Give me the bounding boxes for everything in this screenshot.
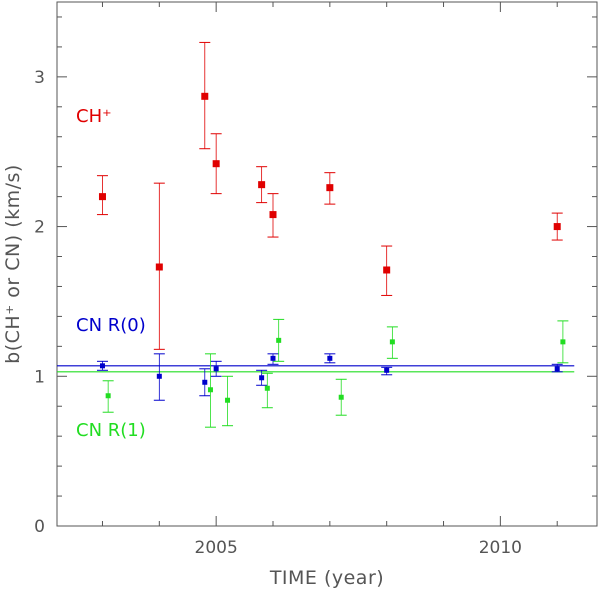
series-label-cn-r1: CN R(1) [76,420,146,441]
data-point [259,375,265,381]
x-tick-label: 2005 [195,538,238,558]
data-point [207,387,213,393]
series-label-ch-plus: CH⁺ [76,106,112,127]
data-point [213,366,219,372]
data-point [326,184,334,192]
data-point [105,393,111,399]
data-markers [98,92,566,403]
axis-ticks: 2005 2010 0 1 2 3 [34,2,597,558]
data-point [264,385,270,391]
mean-lines [57,365,575,373]
y-tick-label: 2 [34,218,45,238]
y-tick-label: 3 [34,68,45,88]
data-point [269,211,277,219]
data-point [553,223,561,231]
data-point [155,263,163,271]
data-point [389,339,395,345]
data-point [258,181,266,189]
error-bars [96,41,569,428]
plot-area-border [56,1,598,527]
series-label-cn-r0: CN R(0) [76,315,146,336]
data-point [276,337,282,343]
x-axis-title: TIME (year) [269,567,384,589]
data-point [270,355,276,361]
data-point [98,193,106,201]
data-point [99,363,105,369]
y-tick-label: 1 [34,367,45,387]
data-point [212,160,220,168]
data-point [383,266,391,274]
y-tick-label: 0 [34,517,45,537]
x-tick-label: 2010 [479,538,522,558]
data-point [384,367,390,373]
plot-frame [56,1,598,527]
data-point [201,92,209,100]
data-point [156,373,162,379]
data-point [554,366,560,372]
y-axis-title: b(CH⁺ or CN) (km/s) [2,164,24,364]
data-point [202,379,208,385]
data-point [225,397,231,403]
data-point [327,355,333,361]
data-point [338,394,344,400]
data-point [560,339,566,345]
